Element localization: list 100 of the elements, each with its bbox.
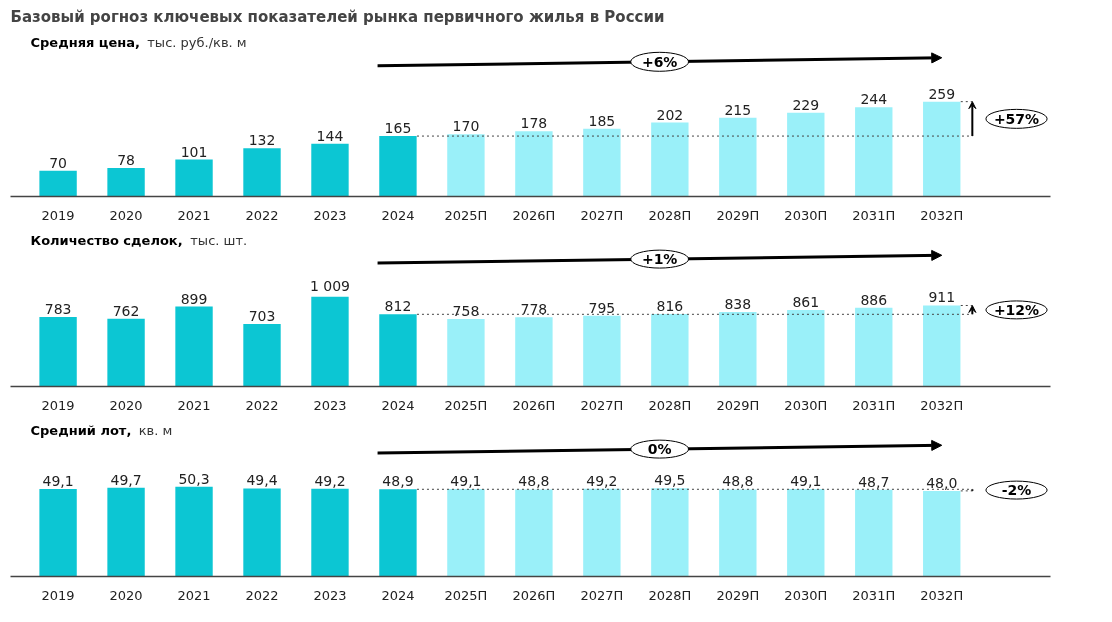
x-tick-label: 2032П <box>920 207 964 223</box>
x-tick-label: 2022 <box>245 207 279 223</box>
data-label: 49,5 <box>654 472 686 489</box>
data-label: 244 <box>860 91 888 108</box>
bar <box>515 317 553 387</box>
y-axis-title: тыс. руб./кв. м <box>147 34 247 50</box>
text: 0% <box>647 441 672 458</box>
x-tick-label: 2024 <box>381 397 415 413</box>
x-tick-label: 2020 <box>109 207 143 223</box>
data-label: 49,1 <box>450 472 482 489</box>
data-label: 202 <box>656 106 684 123</box>
data-label: 783 <box>44 300 72 317</box>
bar <box>39 170 77 197</box>
x-tick-label: 2021 <box>177 207 211 223</box>
data-label: 70 <box>49 154 67 171</box>
bar <box>175 159 213 197</box>
text: +1% <box>641 251 678 268</box>
bar <box>39 316 77 387</box>
x-tick-label: 2026П <box>512 207 556 223</box>
bar <box>855 107 893 197</box>
data-label: 838 <box>724 295 752 312</box>
bar <box>515 131 553 197</box>
data-label: 911 <box>928 289 956 306</box>
data-label: 259 <box>928 85 956 102</box>
x-tick-label: 2027П <box>580 207 624 223</box>
x-tick-label: 2031П <box>852 587 896 603</box>
data-label: 170 <box>452 118 480 135</box>
data-label: 703 <box>248 307 276 324</box>
data-label: 49,7 <box>110 471 142 488</box>
x-tick-label: 2031П <box>852 207 896 223</box>
data-label: 185 <box>588 112 616 129</box>
data-label: 178 <box>520 115 548 132</box>
x-tick-label: 2030П <box>784 587 828 603</box>
bar <box>379 136 417 197</box>
x-tick-label: 2029П <box>716 397 760 413</box>
data-label: 49,4 <box>246 472 278 489</box>
bar <box>107 318 145 387</box>
x-tick-label: 2021 <box>177 587 211 603</box>
x-tick-label: 2032П <box>920 587 964 603</box>
x-tick-label: 2025П <box>444 397 488 413</box>
x-tick-label: 2028П <box>648 207 692 223</box>
text: +12% <box>993 301 1040 318</box>
bar <box>447 319 485 387</box>
data-label: 48,8 <box>722 473 754 490</box>
bar <box>175 306 213 387</box>
data-label: 229 <box>792 96 820 113</box>
bar <box>787 309 825 387</box>
x-tick-label: 2025П <box>444 207 488 223</box>
bar <box>583 315 621 387</box>
x-tick-label: 2029П <box>716 207 760 223</box>
data-label: 812 <box>384 298 412 315</box>
data-label: 1 009 <box>309 277 351 294</box>
bar <box>107 167 145 197</box>
data-label: 215 <box>724 101 752 118</box>
data-label: 49,1 <box>42 472 74 489</box>
data-label: 758 <box>452 303 480 320</box>
bar <box>379 314 417 387</box>
data-label: 48,7 <box>858 473 890 490</box>
text: +6% <box>641 53 678 70</box>
chart-title: Базовый рогноз ключевых показателей рынка первичного жилья в России <box>10 7 665 26</box>
bar <box>719 117 757 197</box>
x-tick-label: 2023 <box>313 207 347 223</box>
x-tick-label: 2020 <box>109 587 143 603</box>
bar <box>651 313 689 387</box>
bar <box>923 101 961 197</box>
data-label: 48,8 <box>518 473 550 490</box>
y-axis-title: тыс. шт. <box>190 232 248 248</box>
y-axis-title: кв. м <box>138 422 173 438</box>
data-label: 78 <box>117 151 135 168</box>
data-label: 762 <box>112 302 140 319</box>
bar <box>311 143 349 197</box>
data-label: 132 <box>248 132 276 149</box>
bar <box>719 311 757 387</box>
x-tick-label: 2023 <box>313 587 347 603</box>
data-label: 144 <box>316 127 344 144</box>
text: -2% <box>1001 482 1032 499</box>
data-label: 778 <box>520 301 548 318</box>
data-label: 49,1 <box>790 472 822 489</box>
x-tick-label: 2021 <box>177 397 211 413</box>
x-tick-label: 2022 <box>245 397 279 413</box>
data-label: 795 <box>588 299 616 316</box>
chart-subtitle: Средняя цена, <box>30 34 141 50</box>
text: +57% <box>993 110 1040 127</box>
chart-subtitle: Количество сделок, <box>30 232 183 248</box>
x-tick-label: 2027П <box>580 397 624 413</box>
x-tick-label: 2026П <box>512 397 556 413</box>
x-tick-label: 2026П <box>512 587 556 603</box>
data-label: 886 <box>860 291 888 308</box>
x-tick-label: 2019 <box>41 397 75 413</box>
x-tick-label: 2023 <box>313 397 347 413</box>
x-tick-label: 2030П <box>784 397 828 413</box>
data-label: 165 <box>384 120 412 137</box>
data-label: 48,9 <box>382 473 414 490</box>
x-tick-label: 2031П <box>852 397 896 413</box>
data-label: 101 <box>180 143 208 160</box>
x-tick-label: 2029П <box>716 587 760 603</box>
data-label: 861 <box>792 293 820 310</box>
data-label: 49,2 <box>314 472 346 489</box>
x-tick-label: 2032П <box>920 397 964 413</box>
bar <box>447 134 485 197</box>
